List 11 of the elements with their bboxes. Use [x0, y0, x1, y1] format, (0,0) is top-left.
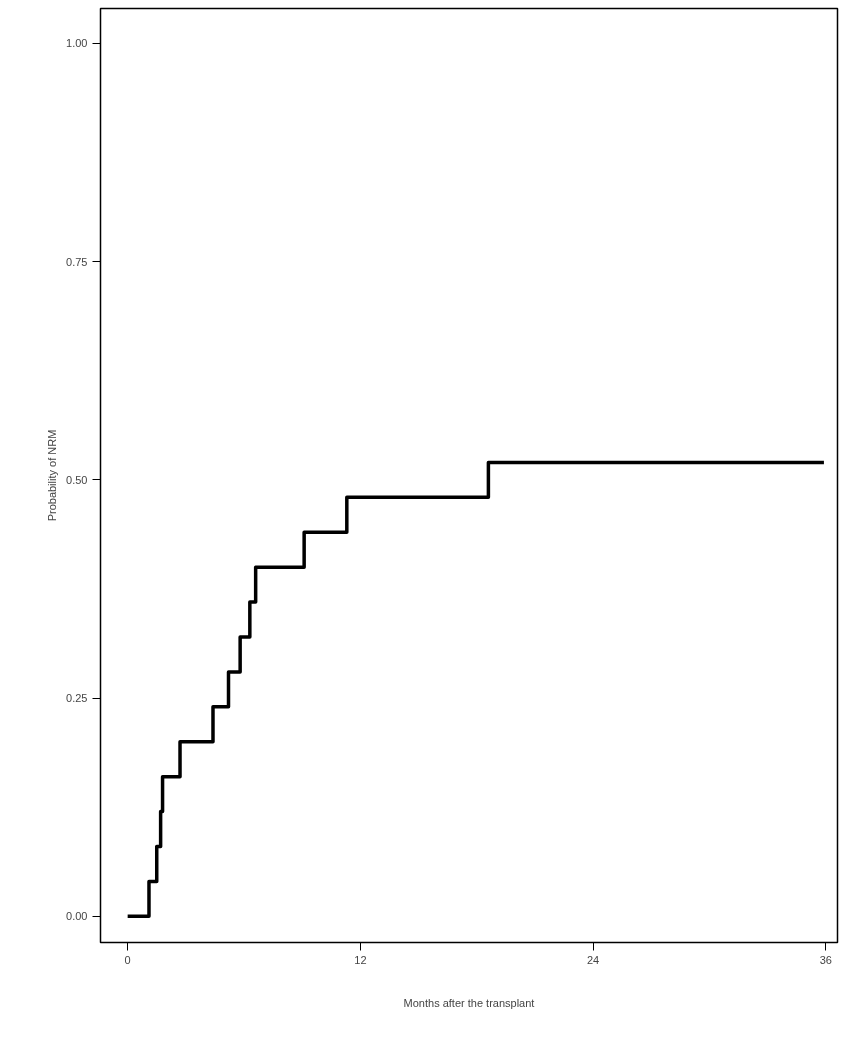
y-tick-label: 0.25	[66, 692, 88, 705]
x-tick-label: 0	[124, 953, 131, 966]
y-tick-label: 0.00	[66, 910, 88, 923]
x-tick-label: 24	[587, 953, 600, 966]
x-tick-label: 36	[819, 953, 832, 966]
x-tick-label: 12	[354, 953, 367, 966]
y-tick-label: 0.50	[66, 473, 88, 486]
y-tick-label: 0.75	[66, 255, 88, 268]
x-axis-title: Months after the transplant	[403, 996, 535, 1009]
y-tick-label: 1.00	[66, 37, 88, 50]
y-axis-title: Probability of NRM	[46, 429, 59, 522]
